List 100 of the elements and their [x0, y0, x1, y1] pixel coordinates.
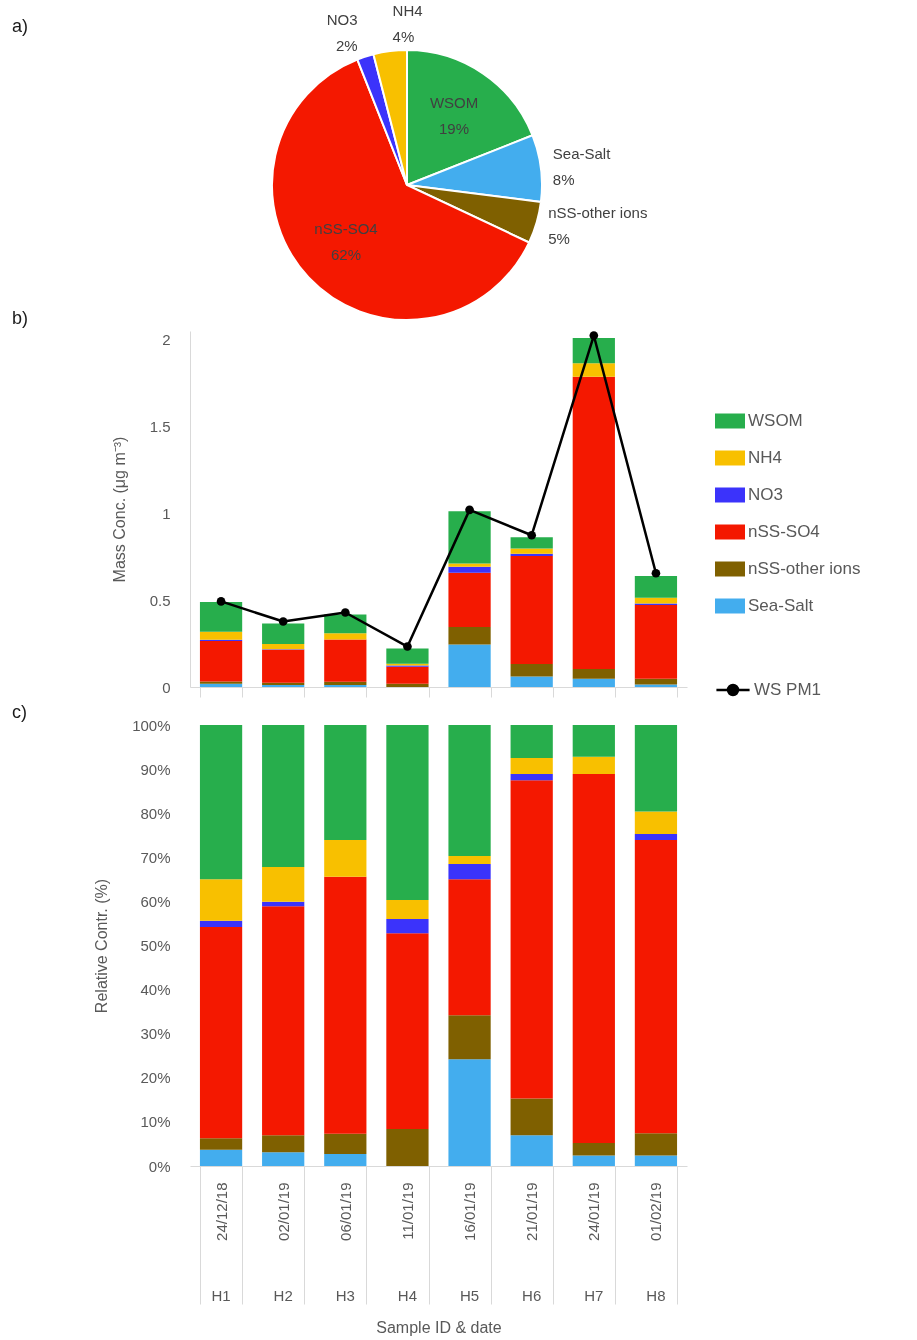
bar [386, 933, 429, 1129]
bar [199, 725, 243, 880]
bar [510, 780, 553, 1099]
bar [324, 639, 367, 682]
bar [324, 1133, 367, 1155]
bar [386, 683, 429, 687]
y-tick-label: 2 [162, 331, 171, 349]
bar [199, 640, 243, 682]
bar [324, 876, 367, 1134]
slice-label: NO3 [326, 11, 358, 29]
bar [262, 1152, 305, 1166]
bar [448, 855, 491, 864]
bar [572, 1155, 615, 1166]
bar [510, 725, 553, 759]
bar [324, 840, 367, 877]
data-label: 4% [392, 28, 415, 45]
bar [262, 644, 305, 650]
legend-label: WSOM [748, 411, 803, 430]
y-tick-label: 20% [140, 1069, 171, 1087]
text: H7 [584, 1287, 604, 1304]
bar [572, 376, 615, 669]
bar [324, 1154, 367, 1166]
legend-label: NO3 [748, 485, 783, 504]
bar [572, 756, 615, 774]
legend-label: WS PM1 [754, 680, 822, 699]
y-tick-label: 0.5 [149, 591, 171, 609]
slice-label: nSS-SO4 [314, 220, 378, 238]
y-tick-label: 1.5 [149, 418, 171, 436]
bar [199, 631, 243, 640]
slice-label: nSS-other ions [548, 204, 648, 222]
bar [634, 1155, 678, 1166]
bar [262, 867, 305, 902]
y-tick-label: 0 [162, 678, 171, 696]
bar [262, 1135, 305, 1153]
data-label: 5% [548, 230, 570, 248]
y-axis-title: Mass Conc. (μg m⁻³) [110, 436, 128, 583]
y-tick-label: 40% [140, 981, 171, 999]
point [278, 617, 288, 626]
data-label: 19% [439, 119, 470, 137]
bar [199, 1138, 243, 1150]
bar [448, 644, 491, 687]
x-tick-label: 21/01/19 [523, 1182, 541, 1241]
bar [386, 900, 429, 920]
text: a) [12, 16, 29, 36]
bar [510, 773, 553, 781]
bar [386, 666, 429, 684]
y-tick-label: 100% [132, 716, 171, 734]
bar [386, 1128, 429, 1166]
bar [262, 623, 305, 645]
bar [448, 1059, 491, 1166]
x-tick-label: 16/01/19 [461, 1182, 479, 1241]
point [527, 530, 537, 540]
point [340, 608, 350, 617]
bar [448, 879, 491, 1016]
bar [262, 725, 305, 867]
legend-label: nSS-other ions [748, 559, 861, 578]
text: H1 [211, 1287, 231, 1304]
x-tick-label: 01/02/19 [647, 1182, 665, 1241]
point [216, 597, 226, 606]
x-tick-label: 24/01/19 [585, 1182, 603, 1241]
y-tick-label: 10% [140, 1113, 171, 1131]
bar [510, 537, 553, 549]
bar [510, 555, 553, 665]
y-tick-label: 80% [140, 804, 171, 822]
bar [634, 840, 678, 1134]
bar [634, 833, 678, 841]
data-label: 8% [552, 170, 575, 188]
y-tick-label: 0% [148, 1157, 171, 1175]
bar [448, 1015, 491, 1060]
bar [510, 758, 553, 774]
slice-label: NH4 [392, 2, 423, 19]
bar [199, 1149, 243, 1166]
y-tick-label: 30% [140, 1025, 171, 1043]
bar [634, 811, 678, 834]
x-tick-label: 24/12/18 [212, 1182, 230, 1241]
bar [448, 563, 491, 567]
y-tick-label: 60% [140, 892, 171, 910]
bar [634, 605, 678, 679]
bar [634, 576, 678, 598]
bar [386, 648, 429, 664]
text: b) [12, 308, 29, 328]
slice-label: WSOM [429, 93, 479, 111]
bar [199, 920, 243, 927]
legend-label: nSS-SO4 [748, 522, 820, 541]
text: H3 [335, 1287, 355, 1304]
text: H5 [459, 1287, 480, 1304]
text: H6 [522, 1287, 542, 1304]
bar [324, 725, 367, 841]
y-tick-label: 1 [162, 504, 171, 522]
bar [510, 548, 553, 554]
bar [510, 664, 553, 677]
bar [262, 906, 305, 1136]
bar [324, 681, 367, 686]
bar [199, 602, 243, 632]
bar [448, 626, 491, 645]
bar [510, 676, 553, 687]
x-tick-label: 06/01/19 [336, 1182, 354, 1241]
y-tick-label: 90% [140, 760, 171, 778]
text: c) [12, 702, 27, 722]
x-axis-title: Sample ID & date [376, 1319, 502, 1336]
